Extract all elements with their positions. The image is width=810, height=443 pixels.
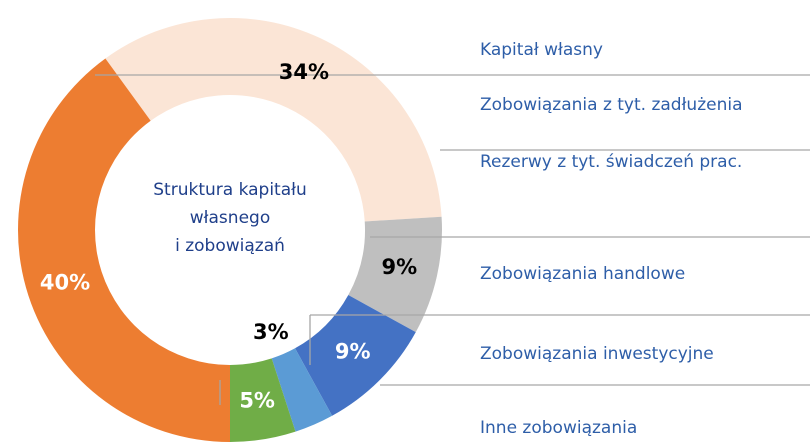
data-label: 9% [335, 340, 371, 364]
data-label: 3% [253, 320, 289, 344]
legend-label: Rezerwy z tyt. świadczeń prac. [480, 152, 742, 172]
slices [18, 17, 442, 442]
slice [295, 295, 416, 416]
data-label: 9% [381, 255, 417, 279]
center-title: Struktura kapitału [153, 180, 306, 200]
slice [18, 58, 230, 442]
legend-label: Inne zobowiązania [480, 418, 637, 438]
legend-label: Zobowiązania handlowe [480, 264, 685, 284]
legend-label: Kapitał własny [480, 40, 603, 60]
data-label: 34% [279, 60, 329, 84]
slice [271, 348, 333, 432]
legend-label: Zobowiązania z tyt. zadłużenia [480, 95, 743, 115]
center-title: i zobowiązań [175, 236, 285, 256]
center-title: własnego [190, 208, 270, 228]
legend-label: Zobowiązania inwestycyjne [480, 344, 714, 364]
data-label: 40% [40, 271, 90, 295]
slice [230, 358, 296, 442]
slice [348, 216, 442, 333]
leader-lines [95, 74, 810, 405]
slice [105, 17, 442, 222]
data-label: 5% [239, 388, 275, 412]
